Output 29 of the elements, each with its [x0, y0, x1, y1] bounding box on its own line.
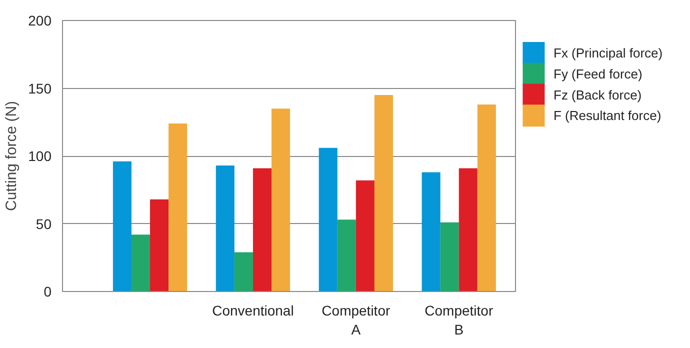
bar	[477, 104, 496, 292]
legend-label: Fz (Back force)	[554, 87, 642, 102]
legend-label: Fx (Principal force)	[554, 46, 663, 61]
y-tick-label: 100	[28, 148, 52, 164]
bar	[272, 108, 290, 292]
bar	[252, 168, 272, 292]
x-tick-label: Conventional	[212, 302, 294, 318]
bar	[318, 148, 338, 292]
bar	[234, 252, 253, 292]
bar	[374, 95, 393, 292]
bar	[356, 180, 374, 292]
bar	[168, 123, 188, 292]
y-tick-label: 200	[28, 12, 52, 28]
y-tick-label: 150	[28, 80, 52, 96]
y-tick-label: 50	[36, 216, 52, 232]
bar	[131, 234, 150, 292]
bar	[112, 161, 132, 292]
bar	[337, 220, 356, 292]
bar	[458, 168, 478, 292]
legend-label: F (Resultant force)	[554, 108, 662, 124]
bar	[440, 222, 459, 292]
x-tick-label: Competitor A	[322, 302, 390, 338]
legend-label: Fy (Feed force)	[554, 66, 642, 82]
y-axis-title: Cutting force (N)	[3, 100, 20, 212]
x-tick-label: Competitor B	[424, 302, 494, 338]
y-tick-label: 0	[44, 284, 52, 300]
bar	[422, 172, 440, 292]
bar	[216, 165, 234, 292]
bar	[150, 199, 169, 292]
